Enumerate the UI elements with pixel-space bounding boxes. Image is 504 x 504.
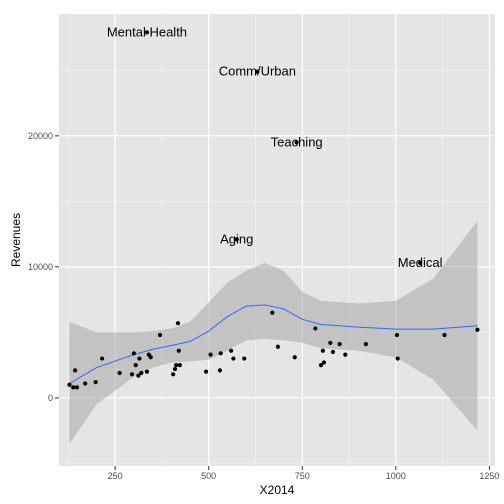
data-point: [131, 351, 136, 356]
data-point: [363, 342, 368, 347]
x-axis-ticks: 250 500 750 1000 1250: [108, 466, 499, 481]
data-point: [148, 355, 153, 360]
point-label: Aging: [220, 231, 253, 246]
y-tick-label: 20000: [28, 131, 53, 141]
plot-panel: [59, 14, 495, 466]
point-label: Mental Health: [107, 24, 187, 39]
y-axis-title: Revenues: [9, 213, 23, 267]
point-label: Teaching: [271, 134, 323, 149]
data-point: [117, 370, 122, 376]
data-point: [270, 310, 275, 315]
labeled-points: Mental Health Comm/Urban Teaching Aging Medi…: [107, 24, 443, 270]
data-point: [144, 369, 150, 374]
data-point: [177, 363, 182, 368]
x-tick-label: 1250: [479, 471, 499, 481]
point-label: Medical: [398, 255, 443, 270]
x-tick-label: 250: [108, 471, 123, 481]
data-point: [208, 352, 213, 357]
data-point: [394, 332, 400, 338]
labeled-data-point: [294, 140, 299, 145]
data-point: [337, 342, 342, 347]
data-point: [99, 356, 105, 361]
data-point: [72, 368, 78, 373]
data-point: [229, 348, 234, 353]
x-tick-label: 1000: [386, 471, 406, 481]
data-point: [83, 381, 88, 386]
confidence-ribbon: [69, 221, 478, 444]
data-point: [157, 332, 163, 338]
data-point: [330, 349, 336, 355]
data-point: [71, 385, 76, 390]
minor-gridlines: [59, 14, 495, 466]
x-tick-label: 750: [295, 471, 310, 481]
data-point: [318, 363, 324, 368]
data-point: [139, 370, 144, 376]
data-point: [320, 348, 325, 353]
x-tick-label: 500: [201, 471, 216, 481]
major-gridlines: [59, 14, 495, 466]
data-point: [231, 356, 236, 361]
labeled-data-point: [418, 260, 423, 266]
data-point: [442, 332, 447, 338]
data-points: [67, 310, 480, 390]
data-point: [475, 327, 480, 332]
x-axis-title: X2014: [260, 483, 295, 497]
data-point: [129, 372, 135, 377]
data-point: [292, 355, 297, 360]
data-point: [133, 363, 138, 368]
smooth-trend-line: [69, 304, 478, 384]
data-point: [137, 356, 142, 361]
data-point: [171, 372, 176, 377]
y-axis-ticks: 0 10000 20000: [28, 131, 59, 403]
data-point: [313, 326, 318, 331]
data-point: [174, 363, 179, 368]
data-point: [395, 356, 400, 361]
y-tick-label: 0: [48, 393, 53, 403]
data-point: [275, 344, 281, 349]
data-point: [175, 321, 181, 326]
labeled-data-point: [255, 69, 260, 74]
data-point: [172, 366, 178, 372]
data-point: [67, 382, 72, 387]
labeled-data-point: [234, 237, 239, 242]
data-point: [217, 368, 223, 373]
data-point: [328, 340, 333, 345]
point-label: Comm/Urban: [219, 64, 296, 79]
data-point: [93, 380, 98, 385]
data-point: [343, 352, 348, 357]
data-point: [203, 369, 209, 374]
data-point: [136, 373, 141, 378]
y-tick-label: 10000: [28, 262, 53, 272]
data-point: [74, 385, 80, 390]
labeled-data-point: [144, 30, 150, 35]
data-point: [176, 348, 181, 353]
data-point: [218, 351, 223, 356]
data-point: [242, 356, 247, 361]
data-point: [321, 360, 327, 365]
